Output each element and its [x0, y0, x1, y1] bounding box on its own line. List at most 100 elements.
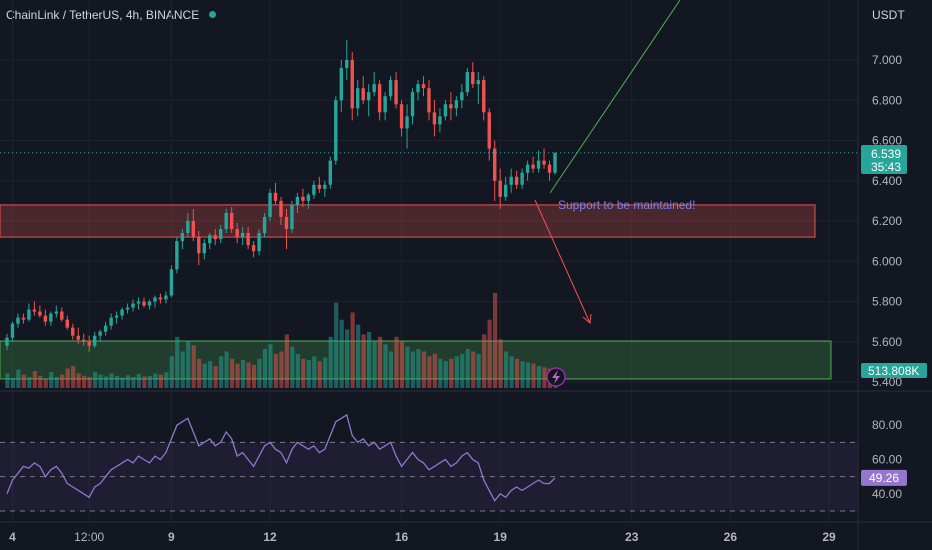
rsi-line	[6, 413, 556, 502]
candle-body	[334, 100, 338, 161]
symbol-title-text: ChainLink / TetherUS, 4h, BINANCE	[6, 8, 200, 22]
volume-bar	[476, 353, 481, 388]
volume-bar	[5, 373, 10, 388]
candle-body	[268, 192, 272, 217]
candle-body	[356, 88, 360, 109]
price-axis-currency[interactable]: USDT	[872, 8, 905, 22]
candle-body	[503, 184, 508, 197]
time-tick-label: 23	[625, 530, 639, 544]
rsi-current-value: 49.26	[869, 471, 899, 485]
candle-body	[87, 341, 91, 346]
volume-bar	[87, 377, 92, 388]
symbol-title[interactable]: ChainLink / TetherUS, 4h, BINANCE	[6, 8, 216, 22]
volume-bar	[229, 358, 235, 388]
price-tick-label: 5.400	[872, 375, 902, 389]
volume-bar	[114, 375, 120, 388]
volume-bar	[240, 359, 246, 388]
volume-bar	[219, 356, 224, 388]
candle-body	[328, 160, 333, 185]
candle-body	[290, 204, 294, 230]
candle-body	[405, 116, 409, 129]
volume-bar	[279, 351, 284, 388]
candle-body	[476, 80, 480, 85]
candle-body	[547, 164, 552, 173]
volume-bar	[142, 376, 147, 388]
candle-body	[49, 313, 53, 322]
volume-bar	[356, 324, 361, 388]
candle-body	[16, 317, 20, 324]
candle-body	[202, 243, 206, 254]
candle-body	[427, 88, 431, 113]
volume-bar	[350, 312, 355, 388]
volume-bar	[317, 361, 322, 388]
volume-bar	[306, 359, 311, 388]
candle-body	[175, 241, 179, 270]
volume-bar	[180, 351, 185, 388]
candle-body	[54, 311, 59, 314]
market-status-icon	[208, 11, 216, 18]
candle-body	[482, 80, 486, 113]
candle-body	[10, 323, 15, 338]
candle-body	[454, 100, 459, 109]
drawings: Support to be maintained!	[534, 0, 695, 387]
volume-bar	[312, 356, 317, 388]
candle-body	[38, 311, 42, 316]
volume-bar	[531, 363, 536, 388]
candle-body	[142, 301, 146, 306]
candle-body	[5, 337, 9, 346]
volume-bar	[542, 367, 547, 388]
candle-body	[487, 112, 491, 149]
candle-body	[438, 116, 442, 125]
lightning-icon[interactable]	[546, 367, 566, 387]
candle-body	[471, 72, 475, 85]
candle-body	[257, 233, 261, 252]
volume-bar	[131, 377, 136, 388]
volume-bar	[443, 361, 448, 388]
candle-body	[460, 92, 464, 101]
candle-body	[295, 196, 300, 205]
volume-bar	[514, 358, 520, 388]
volume-bar	[120, 377, 125, 388]
volume-bar	[339, 319, 344, 388]
volume-bar	[136, 373, 142, 388]
price-tick-label: 6.200	[872, 214, 902, 228]
resistance-support-zone	[0, 204, 816, 238]
candle-body	[136, 301, 141, 304]
candle-body	[345, 60, 349, 69]
volume-bar	[164, 372, 169, 388]
volume-bar	[169, 356, 174, 388]
time-tick-label: 26	[724, 530, 738, 544]
price-tick-label: 6.600	[872, 134, 902, 148]
volume-bar	[334, 302, 339, 388]
volume-bar	[361, 334, 366, 388]
candle-body	[279, 200, 283, 217]
time-tick-label: 19	[494, 530, 508, 544]
candle-body	[131, 303, 135, 308]
volume-bar	[125, 375, 131, 388]
price-tick-label: 6.800	[872, 93, 902, 107]
candle-body	[432, 112, 437, 125]
candle-body	[208, 235, 212, 244]
rsi-tick-label: 40.00	[872, 487, 902, 501]
time-tick-label: 12	[263, 530, 277, 544]
volume-bar	[49, 372, 54, 388]
candle-body	[383, 96, 387, 113]
volume-bar	[377, 336, 383, 388]
candle-body	[399, 104, 404, 129]
volume-bar	[175, 336, 180, 388]
price-tick-label: 6.400	[872, 174, 902, 188]
candle-body	[317, 184, 322, 189]
candle-body	[240, 233, 245, 238]
volume-bar	[498, 339, 503, 388]
volume-bar	[454, 356, 459, 388]
candle-body	[493, 148, 497, 181]
candle-body	[350, 60, 354, 109]
candle-body	[361, 88, 365, 101]
candle-body	[323, 184, 327, 189]
volume-bar	[186, 341, 191, 388]
candle-body	[92, 335, 97, 346]
candle-body	[158, 297, 163, 300]
candle-body	[421, 84, 426, 89]
